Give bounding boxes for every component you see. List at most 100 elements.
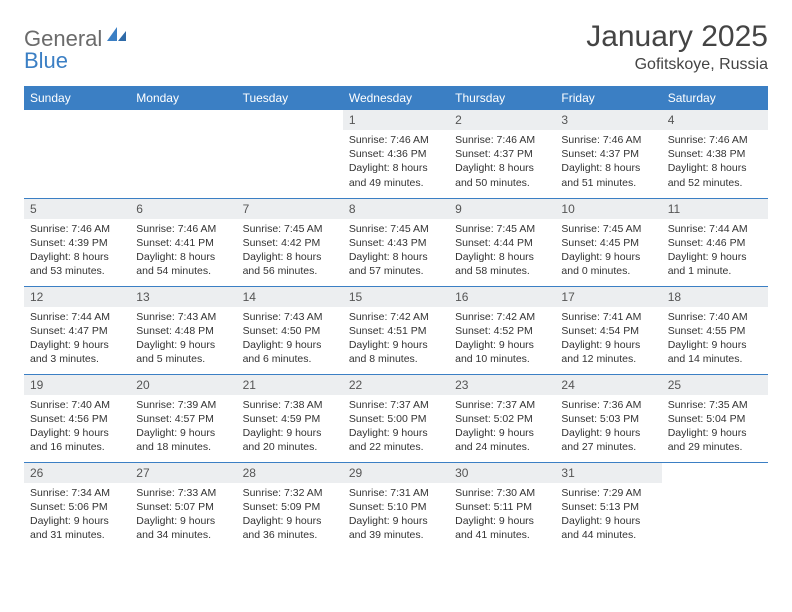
day-number: 1 bbox=[343, 110, 449, 130]
sunset-text: Sunset: 4:39 PM bbox=[30, 236, 124, 250]
day-number: 16 bbox=[449, 287, 555, 307]
day-details: Sunrise: 7:45 AMSunset: 4:44 PMDaylight:… bbox=[449, 219, 555, 285]
sunrise-text: Sunrise: 7:42 AM bbox=[455, 310, 549, 324]
daylight-text: Daylight: 9 hours and 29 minutes. bbox=[668, 426, 762, 454]
daylight-text: Daylight: 9 hours and 31 minutes. bbox=[30, 514, 124, 542]
day-cell: 1Sunrise: 7:46 AMSunset: 4:36 PMDaylight… bbox=[343, 110, 449, 198]
day-details: Sunrise: 7:37 AMSunset: 5:02 PMDaylight:… bbox=[449, 395, 555, 461]
day-details: Sunrise: 7:43 AMSunset: 4:50 PMDaylight:… bbox=[237, 307, 343, 373]
daylight-text: Daylight: 9 hours and 18 minutes. bbox=[136, 426, 230, 454]
day-cell: 10Sunrise: 7:45 AMSunset: 4:45 PMDayligh… bbox=[555, 198, 661, 286]
sunrise-text: Sunrise: 7:33 AM bbox=[136, 486, 230, 500]
day-number: 18 bbox=[662, 287, 768, 307]
dayhead-tue: Tuesday bbox=[237, 86, 343, 110]
day-details: Sunrise: 7:31 AMSunset: 5:10 PMDaylight:… bbox=[343, 483, 449, 549]
day-cell: 14Sunrise: 7:43 AMSunset: 4:50 PMDayligh… bbox=[237, 286, 343, 374]
day-number: 29 bbox=[343, 463, 449, 483]
sunrise-text: Sunrise: 7:37 AM bbox=[349, 398, 443, 412]
sunset-text: Sunset: 4:56 PM bbox=[30, 412, 124, 426]
daylight-text: Daylight: 8 hours and 53 minutes. bbox=[30, 250, 124, 278]
day-cell: 25Sunrise: 7:35 AMSunset: 5:04 PMDayligh… bbox=[662, 374, 768, 462]
day-number: 2 bbox=[449, 110, 555, 130]
sunrise-text: Sunrise: 7:45 AM bbox=[455, 222, 549, 236]
day-details: Sunrise: 7:34 AMSunset: 5:06 PMDaylight:… bbox=[24, 483, 130, 549]
day-number: 8 bbox=[343, 199, 449, 219]
daylight-text: Daylight: 9 hours and 1 minute. bbox=[668, 250, 762, 278]
location: Gofitskoye, Russia bbox=[586, 56, 768, 74]
day-number: 9 bbox=[449, 199, 555, 219]
day-number: 24 bbox=[555, 375, 661, 395]
day-number: 6 bbox=[130, 199, 236, 219]
sunset-text: Sunset: 5:09 PM bbox=[243, 500, 337, 514]
empty-cell bbox=[130, 110, 236, 198]
day-details: Sunrise: 7:40 AMSunset: 4:55 PMDaylight:… bbox=[662, 307, 768, 373]
sunset-text: Sunset: 4:36 PM bbox=[349, 147, 443, 161]
daylight-text: Daylight: 9 hours and 27 minutes. bbox=[561, 426, 655, 454]
day-details: Sunrise: 7:46 AMSunset: 4:37 PMDaylight:… bbox=[555, 130, 661, 196]
day-cell: 3Sunrise: 7:46 AMSunset: 4:37 PMDaylight… bbox=[555, 110, 661, 198]
day-cell: 26Sunrise: 7:34 AMSunset: 5:06 PMDayligh… bbox=[24, 462, 130, 550]
day-details: Sunrise: 7:43 AMSunset: 4:48 PMDaylight:… bbox=[130, 307, 236, 373]
daylight-text: Daylight: 9 hours and 16 minutes. bbox=[30, 426, 124, 454]
day-cell: 24 Sunrise: 7:36 AMSunset: 5:03 PMDayligh… bbox=[555, 374, 661, 462]
day-number: 10 bbox=[555, 199, 661, 219]
title-block: January 2025 Gofitskoye, Russia bbox=[586, 20, 768, 74]
day-number: 5 bbox=[24, 199, 130, 219]
daylight-text: Daylight: 9 hours and 36 minutes. bbox=[243, 514, 337, 542]
day-cell: 4Sunrise: 7:46 AMSunset: 4:38 PMDaylight… bbox=[662, 110, 768, 198]
day-cell: 27Sunrise: 7:33 AMSunset: 5:07 PMDayligh… bbox=[130, 462, 236, 550]
sunset-text: Sunset: 4:45 PM bbox=[561, 236, 655, 250]
day-cell: 29Sunrise: 7:31 AMSunset: 5:10 PMDayligh… bbox=[343, 462, 449, 550]
sunset-text: Sunset: 5:02 PM bbox=[455, 412, 549, 426]
day-details: Sunrise: 7:38 AMSunset: 4:59 PMDaylight:… bbox=[237, 395, 343, 461]
calendar-table: Sunday Monday Tuesday Wednesday Thursday… bbox=[24, 86, 768, 550]
sunrise-text: Sunrise: 7:36 AM bbox=[561, 398, 655, 412]
sunrise-text: Sunrise: 7:41 AM bbox=[561, 310, 655, 324]
day-details: Sunrise: 7:33 AMSunset: 5:07 PMDaylight:… bbox=[130, 483, 236, 549]
sunset-text: Sunset: 4:41 PM bbox=[136, 236, 230, 250]
daylight-text: Daylight: 9 hours and 8 minutes. bbox=[349, 338, 443, 366]
sunrise-text: Sunrise: 7:34 AM bbox=[30, 486, 124, 500]
day-cell: 6Sunrise: 7:46 AMSunset: 4:41 PMDaylight… bbox=[130, 198, 236, 286]
day-number: 7 bbox=[237, 199, 343, 219]
daylight-text: Daylight: 8 hours and 57 minutes. bbox=[349, 250, 443, 278]
sunset-text: Sunset: 4:51 PM bbox=[349, 324, 443, 338]
daylight-text: Daylight: 8 hours and 54 minutes. bbox=[136, 250, 230, 278]
day-details: Sunrise: 7:46 AMSunset: 4:37 PMDaylight:… bbox=[449, 130, 555, 196]
sunset-text: Sunset: 5:03 PM bbox=[561, 412, 655, 426]
day-number: 13 bbox=[130, 287, 236, 307]
daylight-text: Daylight: 9 hours and 34 minutes. bbox=[136, 514, 230, 542]
dayhead-sun: Sunday bbox=[24, 86, 130, 110]
day-number: 27 bbox=[130, 463, 236, 483]
day-details: Sunrise: 7:40 AMSunset: 4:56 PMDaylight:… bbox=[24, 395, 130, 461]
day-cell: 19Sunrise: 7:40 AMSunset: 4:56 PMDayligh… bbox=[24, 374, 130, 462]
daylight-text: Daylight: 9 hours and 6 minutes. bbox=[243, 338, 337, 366]
day-cell: 31Sunrise: 7:29 AMSunset: 5:13 PMDayligh… bbox=[555, 462, 661, 550]
day-details: Sunrise: 7:29 AMSunset: 5:13 PMDaylight:… bbox=[555, 483, 661, 549]
sunrise-text: Sunrise: 7:46 AM bbox=[668, 133, 762, 147]
day-details: Sunrise: 7:45 AMSunset: 4:43 PMDaylight:… bbox=[343, 219, 449, 285]
calendar-row: 12Sunrise: 7:44 AMSunset: 4:47 PMDayligh… bbox=[24, 286, 768, 374]
sunset-text: Sunset: 4:42 PM bbox=[243, 236, 337, 250]
day-details: Sunrise: 7:46 AMSunset: 4:41 PMDaylight:… bbox=[130, 219, 236, 285]
daylight-text: Daylight: 8 hours and 50 minutes. bbox=[455, 161, 549, 189]
sunset-text: Sunset: 4:37 PM bbox=[561, 147, 655, 161]
sunrise-text: Sunrise: 7:37 AM bbox=[455, 398, 549, 412]
dayhead-thu: Thursday bbox=[449, 86, 555, 110]
daylight-text: Daylight: 9 hours and 22 minutes. bbox=[349, 426, 443, 454]
sunset-text: Sunset: 5:13 PM bbox=[561, 500, 655, 514]
empty-cell bbox=[237, 110, 343, 198]
logo-text-blue: Blue bbox=[24, 48, 68, 73]
day-details: Sunrise: 7:42 AMSunset: 4:52 PMDaylight:… bbox=[449, 307, 555, 373]
month-title: January 2025 bbox=[586, 20, 768, 54]
empty-cell bbox=[662, 462, 768, 550]
day-cell: 18Sunrise: 7:40 AMSunset: 4:55 PMDayligh… bbox=[662, 286, 768, 374]
sunset-text: Sunset: 4:54 PM bbox=[561, 324, 655, 338]
day-details: Sunrise: 7:37 AMSunset: 5:00 PMDaylight:… bbox=[343, 395, 449, 461]
day-cell: 12Sunrise: 7:44 AMSunset: 4:47 PMDayligh… bbox=[24, 286, 130, 374]
day-number: 23 bbox=[449, 375, 555, 395]
day-cell: 22Sunrise: 7:37 AMSunset: 5:00 PMDayligh… bbox=[343, 374, 449, 462]
sunset-text: Sunset: 4:38 PM bbox=[668, 147, 762, 161]
dayhead-fri: Friday bbox=[555, 86, 661, 110]
day-details: Sunrise: 7:32 AMSunset: 5:09 PMDaylight:… bbox=[237, 483, 343, 549]
